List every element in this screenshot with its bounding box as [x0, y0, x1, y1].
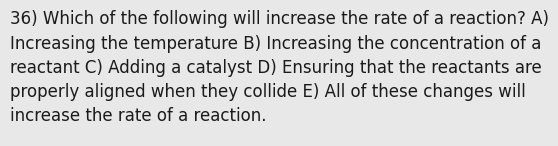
Text: 36) Which of the following will increase the rate of a reaction? A)
Increasing t: 36) Which of the following will increase…	[10, 10, 549, 125]
